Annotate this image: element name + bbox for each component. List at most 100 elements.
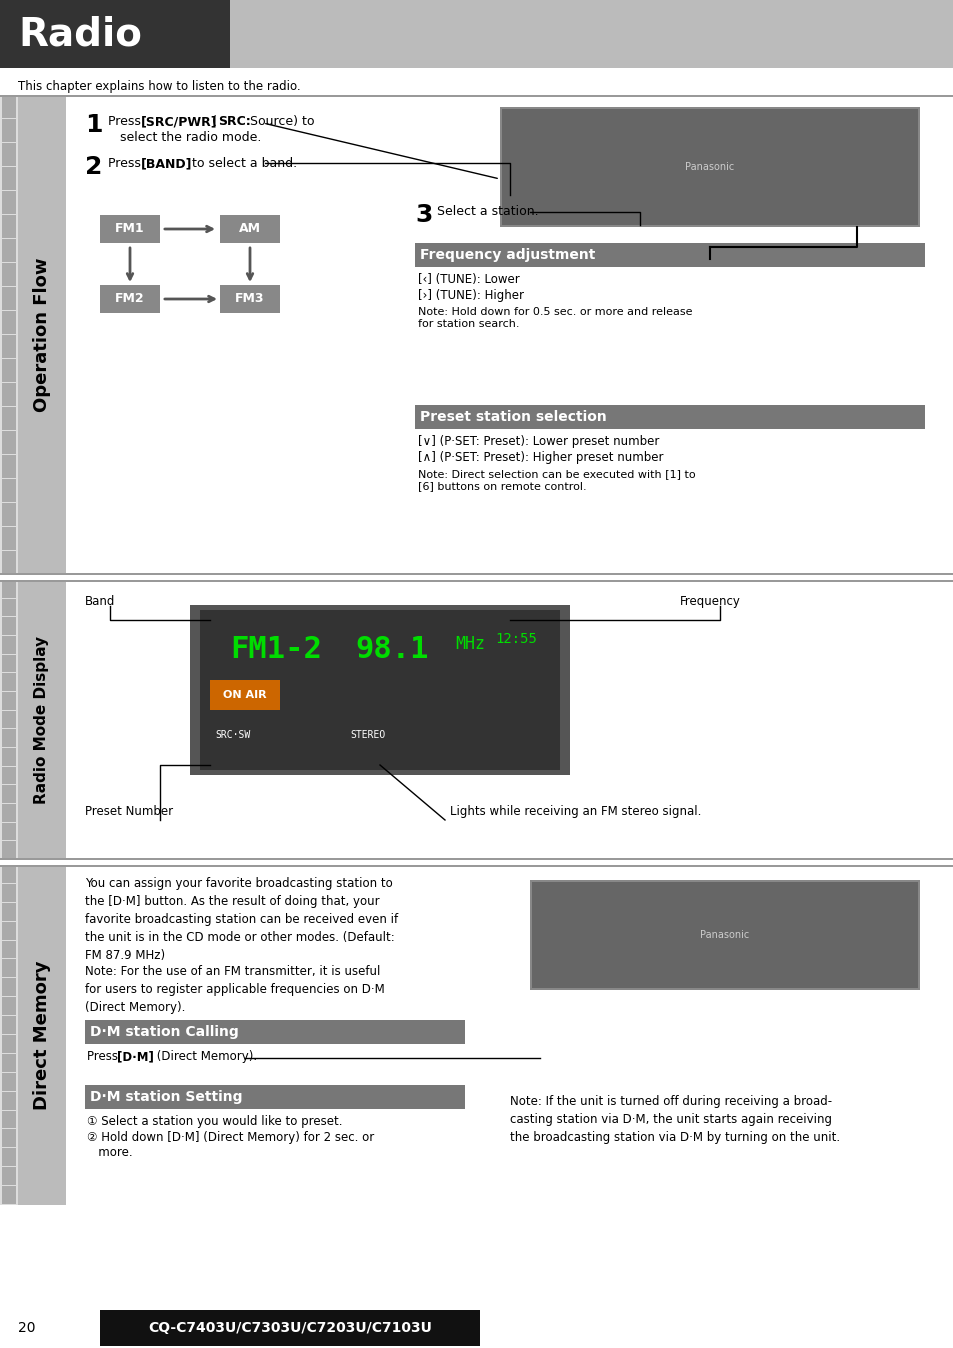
- Text: (: (: [208, 115, 216, 128]
- Text: Source) to: Source) to: [246, 115, 314, 128]
- Bar: [0, 0, 230, 67]
- Bar: [2, 729, 16, 747]
- Text: Note: Direct selection can be executed with [1] to
[6] buttons on remote control: Note: Direct selection can be executed w…: [417, 469, 695, 491]
- Bar: [2, 748, 16, 766]
- Text: Note: If the unit is turned off during receiving a broad-
casting station via D·: Note: If the unit is turned off during r…: [510, 1095, 840, 1144]
- Bar: [2, 960, 16, 977]
- Text: SRC·SW: SRC·SW: [214, 731, 250, 740]
- Bar: [0, 573, 953, 576]
- Bar: [2, 383, 16, 406]
- Bar: [2, 479, 16, 501]
- Bar: [0, 580, 953, 582]
- Bar: [2, 1054, 16, 1072]
- Bar: [2, 786, 16, 803]
- Bar: [0, 865, 953, 867]
- Text: [SRC/PWR]: [SRC/PWR]: [141, 115, 217, 128]
- Bar: [2, 580, 16, 597]
- Bar: [2, 636, 16, 654]
- Bar: [0, 580, 18, 860]
- Bar: [2, 527, 16, 550]
- Bar: [2, 903, 16, 921]
- Text: select the radio mode.: select the radio mode.: [120, 131, 261, 144]
- Text: ON AIR: ON AIR: [223, 690, 267, 700]
- Text: [∧] (P·SET: Preset): Higher preset number: [∧] (P·SET: Preset): Higher preset numbe…: [417, 452, 662, 464]
- Text: [D·M]: [D·M]: [117, 1050, 153, 1064]
- Bar: [2, 503, 16, 526]
- Bar: [501, 109, 917, 225]
- Bar: [2, 979, 16, 996]
- Bar: [2, 1130, 16, 1147]
- Bar: [2, 674, 16, 692]
- Text: Note: For the use of an FM transmitter, it is useful
for users to register appli: Note: For the use of an FM transmitter, …: [85, 965, 384, 1014]
- Bar: [0, 0, 953, 67]
- Bar: [190, 605, 569, 775]
- Bar: [200, 611, 559, 770]
- Text: FM1: FM1: [115, 222, 145, 236]
- Text: Preset station selection: Preset station selection: [419, 410, 606, 425]
- Text: ② Hold down [D·M] (Direct Memory) for 2 sec. or
   more.: ② Hold down [D·M] (Direct Memory) for 2 …: [87, 1131, 374, 1159]
- Bar: [2, 263, 16, 286]
- Text: Frequency: Frequency: [679, 594, 740, 608]
- Bar: [2, 617, 16, 635]
- Text: AM: AM: [239, 222, 261, 236]
- Bar: [0, 94, 18, 576]
- Bar: [2, 167, 16, 190]
- Bar: [220, 284, 280, 313]
- Text: Frequency adjustment: Frequency adjustment: [419, 248, 595, 262]
- Text: Radio Mode Display: Radio Mode Display: [34, 636, 50, 803]
- Bar: [2, 822, 16, 840]
- Bar: [2, 841, 16, 859]
- Text: 12:55: 12:55: [495, 632, 537, 646]
- Text: (Direct Memory).: (Direct Memory).: [152, 1050, 257, 1064]
- Bar: [2, 191, 16, 214]
- Bar: [100, 284, 160, 313]
- Bar: [2, 143, 16, 166]
- Text: 98.1: 98.1: [355, 635, 428, 665]
- Text: Operation Flow: Operation Flow: [33, 257, 51, 412]
- Bar: [2, 119, 16, 142]
- Bar: [2, 1148, 16, 1166]
- Text: Note: Hold down for 0.5 sec. or more and release
for station search.: Note: Hold down for 0.5 sec. or more and…: [417, 307, 692, 329]
- Bar: [0, 857, 953, 860]
- Bar: [2, 941, 16, 958]
- Text: STEREO: STEREO: [350, 731, 385, 740]
- Bar: [2, 1186, 16, 1204]
- Text: 3: 3: [415, 204, 432, 226]
- Bar: [2, 359, 16, 381]
- Text: 1: 1: [85, 113, 102, 137]
- Bar: [2, 692, 16, 709]
- Bar: [530, 880, 919, 989]
- Text: D·M station Calling: D·M station Calling: [90, 1024, 238, 1039]
- Bar: [2, 1111, 16, 1128]
- Bar: [2, 214, 16, 239]
- Text: Select a station.: Select a station.: [436, 205, 538, 218]
- Bar: [0, 1308, 953, 1348]
- Text: Preset Number: Preset Number: [85, 805, 172, 818]
- Text: This chapter explains how to listen to the radio.: This chapter explains how to listen to t…: [18, 80, 300, 93]
- Bar: [2, 1073, 16, 1091]
- Bar: [415, 404, 924, 429]
- Bar: [2, 998, 16, 1015]
- Bar: [532, 882, 917, 988]
- Bar: [2, 456, 16, 479]
- Bar: [85, 1085, 464, 1109]
- Text: ① Select a station you would like to preset.: ① Select a station you would like to pre…: [87, 1115, 342, 1128]
- Text: Panasonic: Panasonic: [684, 162, 734, 173]
- Bar: [85, 1020, 464, 1043]
- Text: Panasonic: Panasonic: [700, 930, 749, 940]
- Text: FM2: FM2: [115, 293, 145, 306]
- Text: Direct Memory: Direct Memory: [33, 960, 51, 1109]
- Text: Radio: Radio: [18, 15, 142, 53]
- Text: [›] (TUNE): Higher: [›] (TUNE): Higher: [417, 288, 523, 302]
- Text: Press: Press: [87, 1050, 122, 1064]
- Text: [‹] (TUNE): Lower: [‹] (TUNE): Lower: [417, 274, 519, 286]
- Text: to select a band.: to select a band.: [188, 156, 296, 170]
- Bar: [2, 239, 16, 262]
- Bar: [2, 1092, 16, 1109]
- Text: MHz: MHz: [455, 635, 484, 652]
- Bar: [415, 243, 924, 267]
- Text: Band: Band: [85, 594, 115, 608]
- Text: D·M station Setting: D·M station Setting: [90, 1091, 242, 1104]
- Text: Press: Press: [108, 115, 145, 128]
- Text: [BAND]: [BAND]: [141, 156, 193, 170]
